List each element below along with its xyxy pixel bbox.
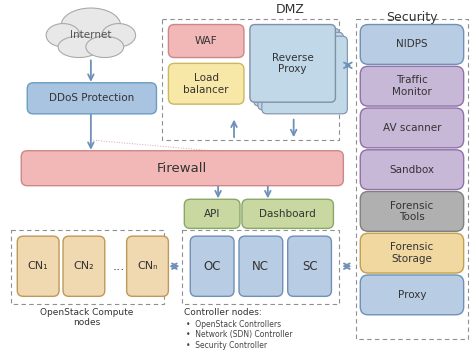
Ellipse shape [86,36,124,58]
FancyBboxPatch shape [360,191,464,231]
FancyBboxPatch shape [250,24,336,102]
Ellipse shape [58,36,100,58]
Text: Traffic
Monitor: Traffic Monitor [392,75,432,97]
FancyBboxPatch shape [254,28,339,106]
Text: NC: NC [252,260,269,273]
FancyBboxPatch shape [360,108,464,148]
Bar [356,19,468,339]
Text: Controller nodes:: Controller nodes: [184,308,262,317]
Text: Internet: Internet [70,30,111,40]
FancyBboxPatch shape [27,83,156,114]
Text: OpenStack Compute
nodes: OpenStack Compute nodes [40,308,134,327]
Text: Firewall: Firewall [157,162,208,175]
Bar [11,230,164,304]
Text: Forensic
Storage: Forensic Storage [391,242,434,264]
Text: WAF: WAF [195,36,218,46]
Text: •  OpenStack Controllers: • OpenStack Controllers [186,320,282,329]
FancyBboxPatch shape [360,150,464,190]
FancyBboxPatch shape [288,236,331,296]
Text: •  Network (SDN) Controller: • Network (SDN) Controller [186,330,293,339]
Text: Reverse
Proxy: Reverse Proxy [272,53,313,74]
Bar [182,230,339,304]
Text: Proxy: Proxy [398,290,426,300]
FancyBboxPatch shape [63,236,105,296]
Text: AV scanner: AV scanner [383,123,441,133]
Ellipse shape [46,23,80,47]
FancyBboxPatch shape [168,63,244,104]
FancyBboxPatch shape [360,275,464,315]
Text: NIDPS: NIDPS [396,39,428,49]
FancyBboxPatch shape [127,236,168,296]
FancyBboxPatch shape [360,24,464,64]
FancyBboxPatch shape [242,199,333,228]
Text: ...: ... [112,260,125,273]
FancyBboxPatch shape [258,32,343,110]
FancyBboxPatch shape [190,236,234,296]
FancyBboxPatch shape [360,233,464,273]
Text: CN₂: CN₂ [73,261,94,271]
FancyBboxPatch shape [184,199,240,228]
FancyBboxPatch shape [262,36,347,114]
Text: Sandbox: Sandbox [390,165,435,175]
Text: Security
Domain: Security Domain [386,11,438,39]
Ellipse shape [61,8,121,43]
FancyBboxPatch shape [360,66,464,106]
Bar [163,19,339,140]
Text: CN₁: CN₁ [28,261,48,271]
FancyBboxPatch shape [21,151,343,186]
Text: Dashboard: Dashboard [259,209,316,219]
Ellipse shape [102,23,136,47]
Text: CNₙ: CNₙ [137,261,158,271]
Text: API: API [204,209,220,219]
Text: Load
balancer: Load balancer [183,73,229,94]
FancyBboxPatch shape [168,24,244,58]
FancyBboxPatch shape [239,236,283,296]
Text: •  Security Controller: • Security Controller [186,341,267,350]
Text: DDoS Protection: DDoS Protection [49,93,135,103]
FancyBboxPatch shape [17,236,59,296]
Text: DMZ: DMZ [275,3,304,16]
Text: OC: OC [203,260,221,273]
Text: SC: SC [302,260,318,273]
Text: Forensic
Tools: Forensic Tools [391,201,434,222]
